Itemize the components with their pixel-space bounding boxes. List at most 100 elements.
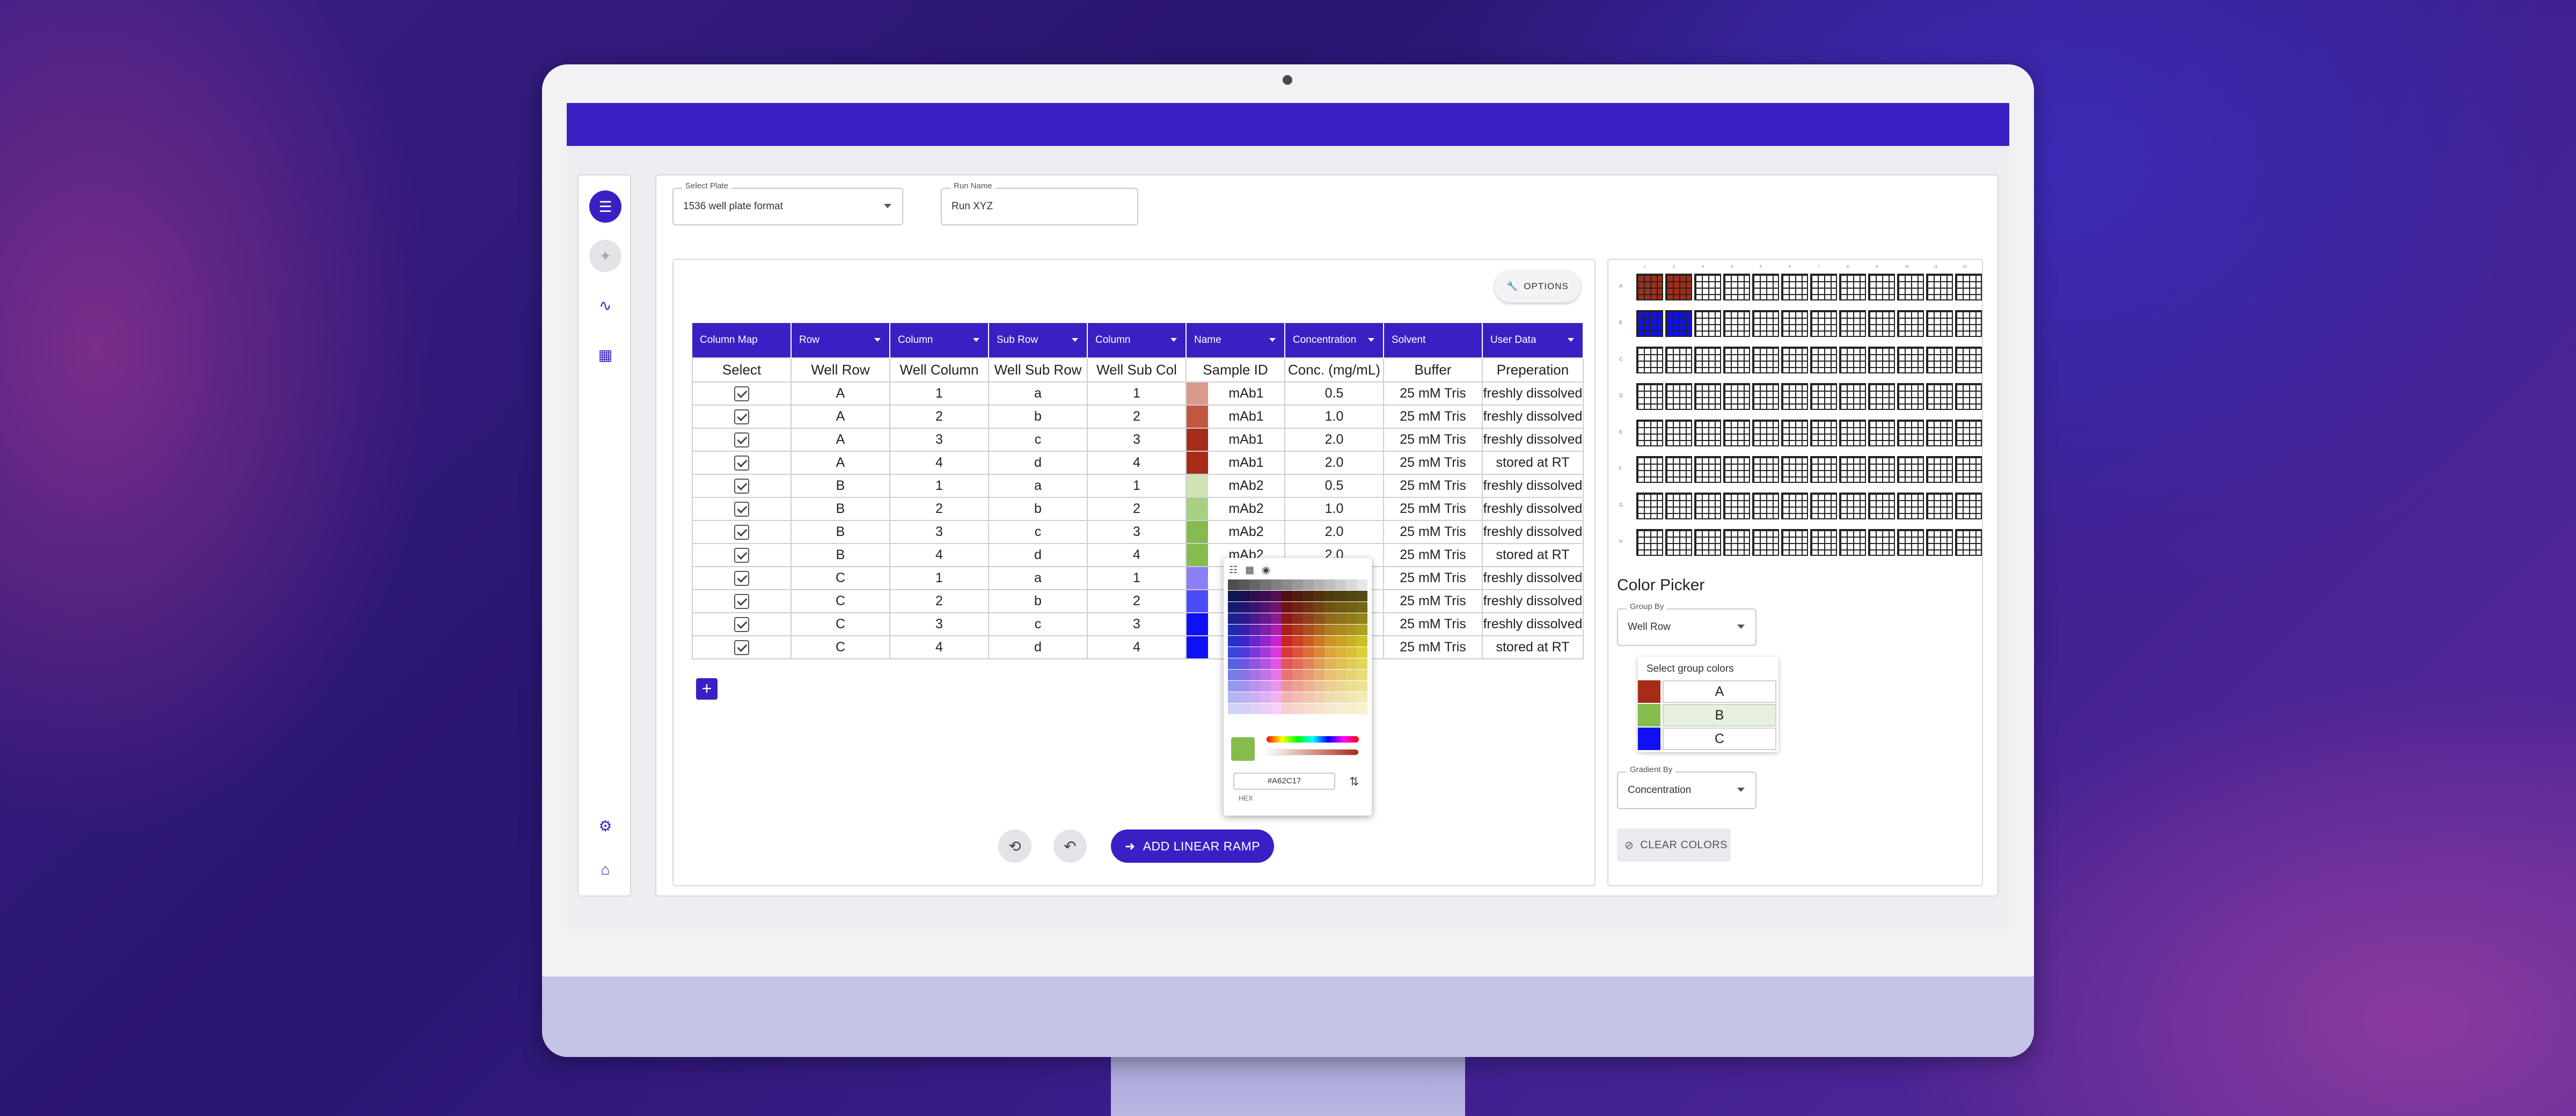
well-block[interactable] [1665,274,1692,300]
well-block[interactable] [1694,493,1721,519]
palette-color-cell[interactable] [1271,591,1282,601]
palette-color-cell[interactable] [1260,647,1271,658]
well-block[interactable] [1752,274,1779,300]
well-block[interactable] [1810,310,1837,337]
palette-color-cell[interactable] [1260,579,1271,590]
palette-color-cell[interactable] [1346,670,1357,680]
well-block[interactable] [1955,383,1982,410]
well-block[interactable] [1926,420,1953,446]
palette-color-cell[interactable] [1271,692,1282,703]
well-block[interactable] [1810,383,1837,410]
palette-color-cell[interactable] [1303,670,1314,680]
palette-color-cell[interactable] [1303,636,1314,647]
nav-run-icon[interactable]: ✦ [589,240,621,272]
palette-color-cell[interactable] [1271,670,1282,680]
well-block[interactable] [1752,310,1779,337]
add-linear-ramp-button[interactable]: ➜ ADD LINEAR RAMP [1111,829,1274,863]
well-block[interactable] [1636,310,1663,337]
well-block[interactable] [1781,274,1808,300]
well-block[interactable] [1665,347,1692,373]
well-block[interactable] [1839,493,1866,519]
well-block[interactable] [1839,529,1866,556]
palette-color-cell[interactable] [1249,591,1260,601]
well-block[interactable] [1926,274,1953,300]
palette-color-cell[interactable] [1357,636,1367,647]
palette-color-cell[interactable] [1249,670,1260,680]
palette-color-cell[interactable] [1239,658,1249,669]
group-row[interactable]: C [1638,728,1776,750]
well-block[interactable] [1665,310,1692,337]
palette-color-cell[interactable] [1249,703,1260,714]
well-block[interactable] [1723,274,1750,300]
palette-color-cell[interactable] [1271,613,1282,624]
well-block[interactable] [1839,420,1866,446]
well-block[interactable] [1839,274,1866,300]
select-plate-field[interactable]: Select Plate 1536 well plate format [672,181,903,225]
nav-settings-icon[interactable]: ⚙ [598,817,612,834]
header-concentration[interactable]: Concentration [1285,323,1384,358]
well-block[interactable] [1723,347,1750,373]
palette-color-cell[interactable] [1314,602,1324,613]
row-checkbox[interactable] [734,409,749,425]
well-block[interactable] [1926,310,1953,337]
palette-color-cell[interactable] [1292,636,1303,647]
palette-color-cell[interactable] [1346,636,1357,647]
palette-color-cell[interactable] [1249,658,1260,669]
palette-color-cell[interactable] [1314,613,1324,624]
well-block[interactable] [1897,347,1924,373]
palette-color-cell[interactable] [1324,602,1335,613]
palette-color-cell[interactable] [1357,658,1367,669]
gradient-by-select[interactable]: Gradient By Concentration [1617,765,1757,809]
palette-color-cell[interactable] [1292,692,1303,703]
row-checkbox[interactable] [734,456,749,471]
row-checkbox[interactable] [734,548,749,563]
palette-color-cell[interactable] [1314,692,1324,703]
group-by-select[interactable]: Group By Well Row [1617,602,1757,646]
well-block[interactable] [1897,529,1924,556]
palette-color-cell[interactable] [1282,703,1292,714]
well-block[interactable] [1839,347,1866,373]
palette-color-cell[interactable] [1292,647,1303,658]
palette-color-cell[interactable] [1303,681,1314,692]
well-block[interactable] [1868,383,1895,410]
well-block[interactable] [1636,529,1663,556]
palette-color-cell[interactable] [1314,636,1324,647]
palette-color-cell[interactable] [1239,681,1249,692]
palette-color-cell[interactable] [1239,613,1249,624]
well-block[interactable] [1926,456,1953,483]
well-block[interactable] [1694,310,1721,337]
palette-color-cell[interactable] [1292,625,1303,635]
well-block[interactable] [1723,456,1750,483]
well-block[interactable] [1897,310,1924,337]
palette-color-cell[interactable] [1239,670,1249,680]
palette-color-cell[interactable] [1314,703,1324,714]
palette-color-cell[interactable] [1335,681,1346,692]
palette-color-cell[interactable] [1314,658,1324,669]
palette-color-cell[interactable] [1282,613,1292,624]
palette-color-cell[interactable] [1303,658,1314,669]
palette-color-cell[interactable] [1228,613,1239,624]
table-row[interactable]: B 3 c 3 mAb2 2.0 25 mM Tris freshly dissolved [692,520,1584,544]
well-block[interactable] [1723,310,1750,337]
sliders-icon[interactable]: ☷ [1229,564,1238,575]
palette-color-cell[interactable] [1314,579,1324,590]
palette-color-cell[interactable] [1282,681,1292,692]
palette-color-cell[interactable] [1335,658,1346,669]
row-checkbox[interactable] [734,386,749,402]
well-block[interactable] [1897,274,1924,300]
palette-color-cell[interactable] [1260,591,1271,601]
well-block[interactable] [1636,383,1663,410]
well-block[interactable] [1868,493,1895,519]
palette-color-cell[interactable] [1346,703,1357,714]
palette-color-cell[interactable] [1324,613,1335,624]
palette-color-cell[interactable] [1228,636,1239,647]
well-block[interactable] [1868,456,1895,483]
group-color-swatch[interactable] [1638,680,1660,703]
palette-color-cell[interactable] [1346,602,1357,613]
table-row[interactable]: A 2 b 2 mAb1 1.0 25 mM Tris freshly dissolved [692,405,1584,429]
palette-color-cell[interactable] [1335,625,1346,635]
palette-color-cell[interactable] [1324,591,1335,601]
